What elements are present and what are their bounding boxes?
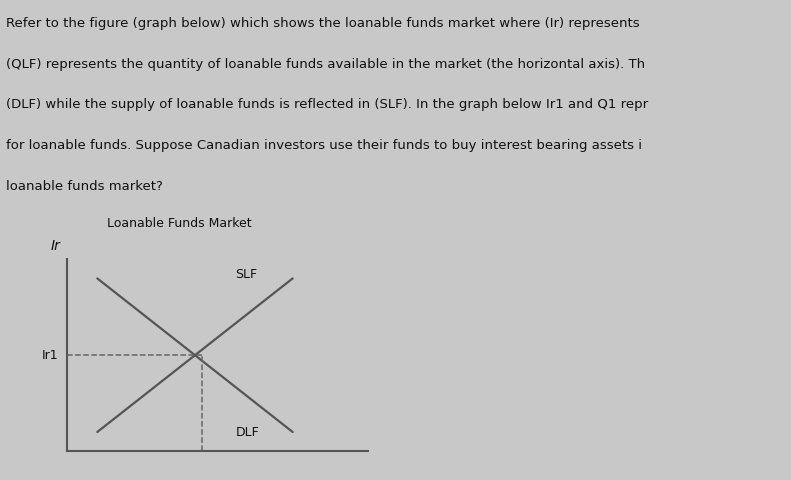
Text: SLF: SLF — [236, 268, 258, 281]
Text: Ir1: Ir1 — [42, 348, 59, 362]
Text: DLF: DLF — [236, 425, 259, 439]
Text: Refer to the figure (graph below) which shows the loanable funds market where (I: Refer to the figure (graph below) which … — [6, 17, 640, 30]
Text: Ir: Ir — [51, 240, 60, 253]
Text: (DLF) while the supply of loanable funds is reflected in (SLF). In the graph bel: (DLF) while the supply of loanable funds… — [6, 98, 649, 111]
Text: Loanable Funds Market: Loanable Funds Market — [107, 217, 252, 230]
Text: for loanable funds. Suppose Canadian investors use their funds to buy interest b: for loanable funds. Suppose Canadian inv… — [6, 139, 642, 152]
Text: (QLF) represents the quantity of loanable funds available in the market (the hor: (QLF) represents the quantity of loanabl… — [6, 58, 645, 71]
Text: loanable funds market?: loanable funds market? — [6, 180, 163, 193]
